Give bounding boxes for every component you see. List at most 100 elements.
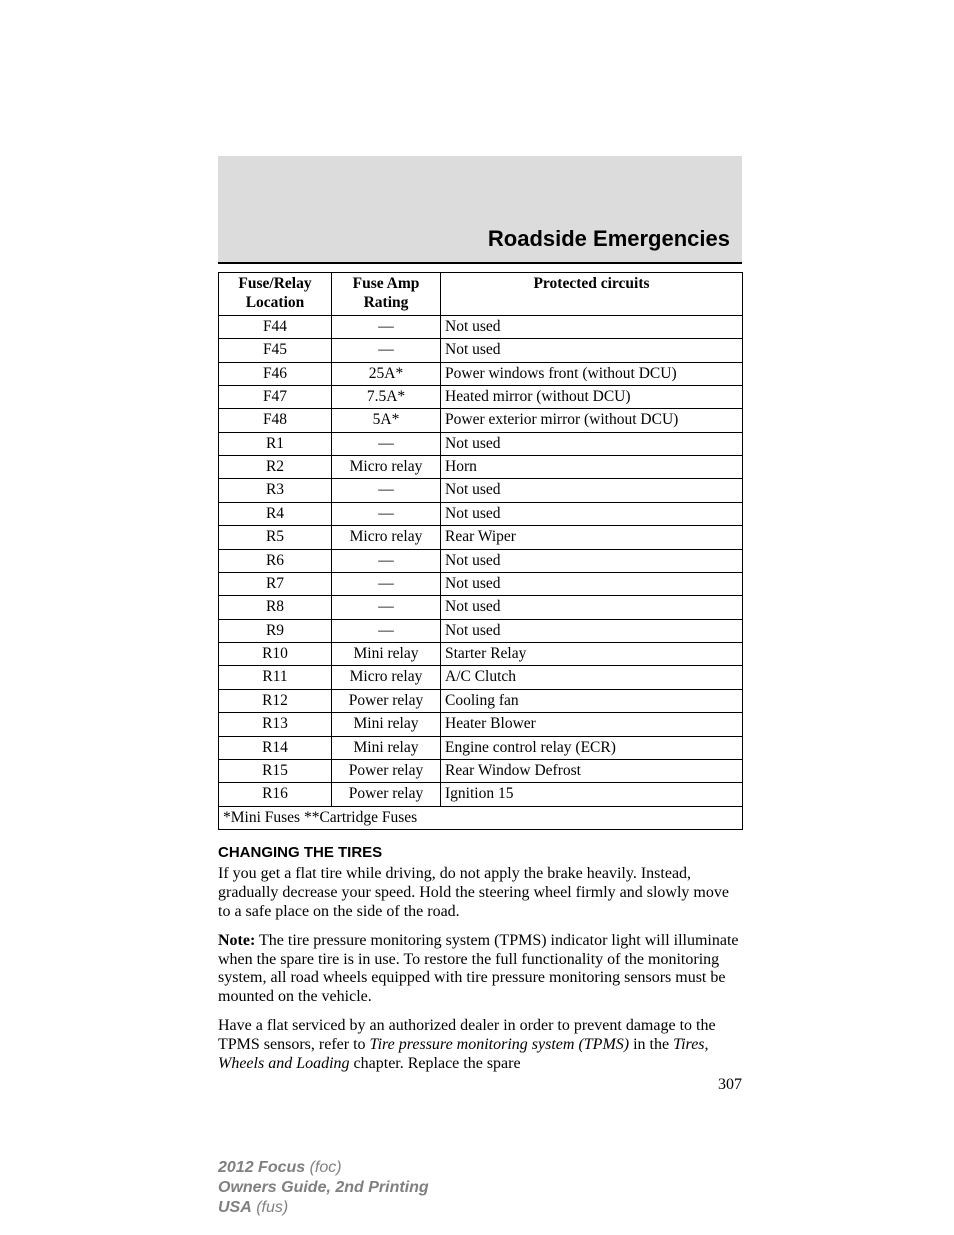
table-row: R13Mini relayHeater Blower [219,713,743,736]
cell-circuit: Ignition 15 [441,783,743,806]
table-row: F477.5A*Heated mirror (without DCU) [219,385,743,408]
table-row: R10Mini relayStarter Relay [219,643,743,666]
cell-rating: — [332,549,441,572]
cell-rating: Micro relay [332,666,441,689]
cell-rating: — [332,339,441,362]
cell-rating: — [332,432,441,455]
cell-circuit: Heater Blower [441,713,743,736]
cell-location: R4 [219,502,332,525]
col-header-rating: Fuse Amp Rating [332,273,441,316]
paragraph-3b: in the [629,1036,673,1053]
cell-location: R2 [219,456,332,479]
table-row: R16Power relayIgnition 15 [219,783,743,806]
cell-rating: Power relay [332,783,441,806]
cell-rating: Mini relay [332,713,441,736]
header-rule [218,262,742,264]
paragraph-3c: chapter. Replace the spare [350,1055,521,1072]
footer-code2: (fus) [252,1199,288,1216]
cell-circuit: Rear Wiper [441,526,743,549]
cell-circuit: Not used [441,502,743,525]
cell-location: R11 [219,666,332,689]
cell-location: R5 [219,526,332,549]
paragraph-3: Have a flat serviced by an authorized de… [218,1017,742,1074]
table-row: R14Mini relayEngine control relay (ECR) [219,736,743,759]
cell-location: R16 [219,783,332,806]
cell-rating: — [332,502,441,525]
table-row: R5Micro relayRear Wiper [219,526,743,549]
table-row: R15Power relayRear Window Defrost [219,759,743,782]
cell-rating: 25A* [332,362,441,385]
table-row: R4—Not used [219,502,743,525]
cell-circuit: Horn [441,456,743,479]
fuse-table: Fuse/Relay Location Fuse Amp Rating Prot… [218,272,743,830]
table-header-row: Fuse/Relay Location Fuse Amp Rating Prot… [219,273,743,316]
cell-circuit: Not used [441,572,743,595]
table-row: R3—Not used [219,479,743,502]
page-number: 307 [218,1076,742,1094]
content-area: Fuse/Relay Location Fuse Amp Rating Prot… [218,272,742,1094]
table-row: R6—Not used [219,549,743,572]
cell-rating: 5A* [332,409,441,432]
cell-location: R14 [219,736,332,759]
table-row: R11Micro relayA/C Clutch [219,666,743,689]
table-row: R8—Not used [219,596,743,619]
cell-location: R7 [219,572,332,595]
cell-location: F46 [219,362,332,385]
cell-location: R9 [219,619,332,642]
cell-location: F47 [219,385,332,408]
paragraph-2-text: The tire pressure monitoring system (TPM… [218,932,739,1006]
table-footnote-row: *Mini Fuses **Cartridge Fuses [219,806,743,829]
cell-rating: — [332,619,441,642]
cell-rating: Micro relay [332,456,441,479]
cell-rating: Mini relay [332,643,441,666]
cell-circuit: Rear Window Defrost [441,759,743,782]
table-row: R7—Not used [219,572,743,595]
col-header-circuits: Protected circuits [441,273,743,316]
cell-rating: — [332,479,441,502]
cell-circuit: A/C Clutch [441,666,743,689]
cell-location: R12 [219,689,332,712]
footer-model: 2012 Focus [218,1159,305,1176]
cell-location: R13 [219,713,332,736]
paragraph-3-ital1: Tire pressure monitoring system (TPMS) [370,1036,630,1053]
table-row: R9—Not used [219,619,743,642]
cell-rating: — [332,572,441,595]
cell-circuit: Starter Relay [441,643,743,666]
cell-rating: 7.5A* [332,385,441,408]
cell-location: F44 [219,315,332,338]
cell-location: F48 [219,409,332,432]
cell-rating: Micro relay [332,526,441,549]
cell-circuit: Not used [441,339,743,362]
cell-circuit: Not used [441,596,743,619]
section-heading: CHANGING THE TIRES [218,844,742,861]
cell-circuit: Not used [441,549,743,572]
page: Roadside Emergencies Fuse/Relay Location… [0,0,954,1235]
footer-line-2: Owners Guide, 2nd Printing [218,1178,429,1198]
col-header-circuits-l1: Protected circuits [533,275,649,292]
paragraph-1: If you get a flat tire while driving, do… [218,865,742,922]
table-footnote: *Mini Fuses **Cartridge Fuses [219,806,743,829]
cell-circuit: Not used [441,315,743,338]
cell-circuit: Power exterior mirror (without DCU) [441,409,743,432]
table-head: Fuse/Relay Location Fuse Amp Rating Prot… [219,273,743,316]
footer: 2012 Focus (foc) Owners Guide, 2nd Print… [218,1158,429,1218]
header-title: Roadside Emergencies [488,226,730,252]
cell-location: R6 [219,549,332,572]
table-row: F485A*Power exterior mirror (without DCU… [219,409,743,432]
cell-rating: Power relay [332,689,441,712]
cell-circuit: Cooling fan [441,689,743,712]
footer-line-1: 2012 Focus (foc) [218,1158,429,1178]
cell-circuit: Not used [441,619,743,642]
cell-rating: — [332,315,441,338]
table-row: R2Micro relayHorn [219,456,743,479]
table-row: F4625A*Power windows front (without DCU) [219,362,743,385]
cell-location: R8 [219,596,332,619]
cell-rating: Power relay [332,759,441,782]
table-row: F45—Not used [219,339,743,362]
footer-region: USA [218,1199,252,1216]
cell-location: R10 [219,643,332,666]
col-header-location: Fuse/Relay Location [219,273,332,316]
cell-rating: — [332,596,441,619]
table-row: R12Power relayCooling fan [219,689,743,712]
table-body: F44—Not usedF45—Not usedF4625A*Power win… [219,315,743,806]
